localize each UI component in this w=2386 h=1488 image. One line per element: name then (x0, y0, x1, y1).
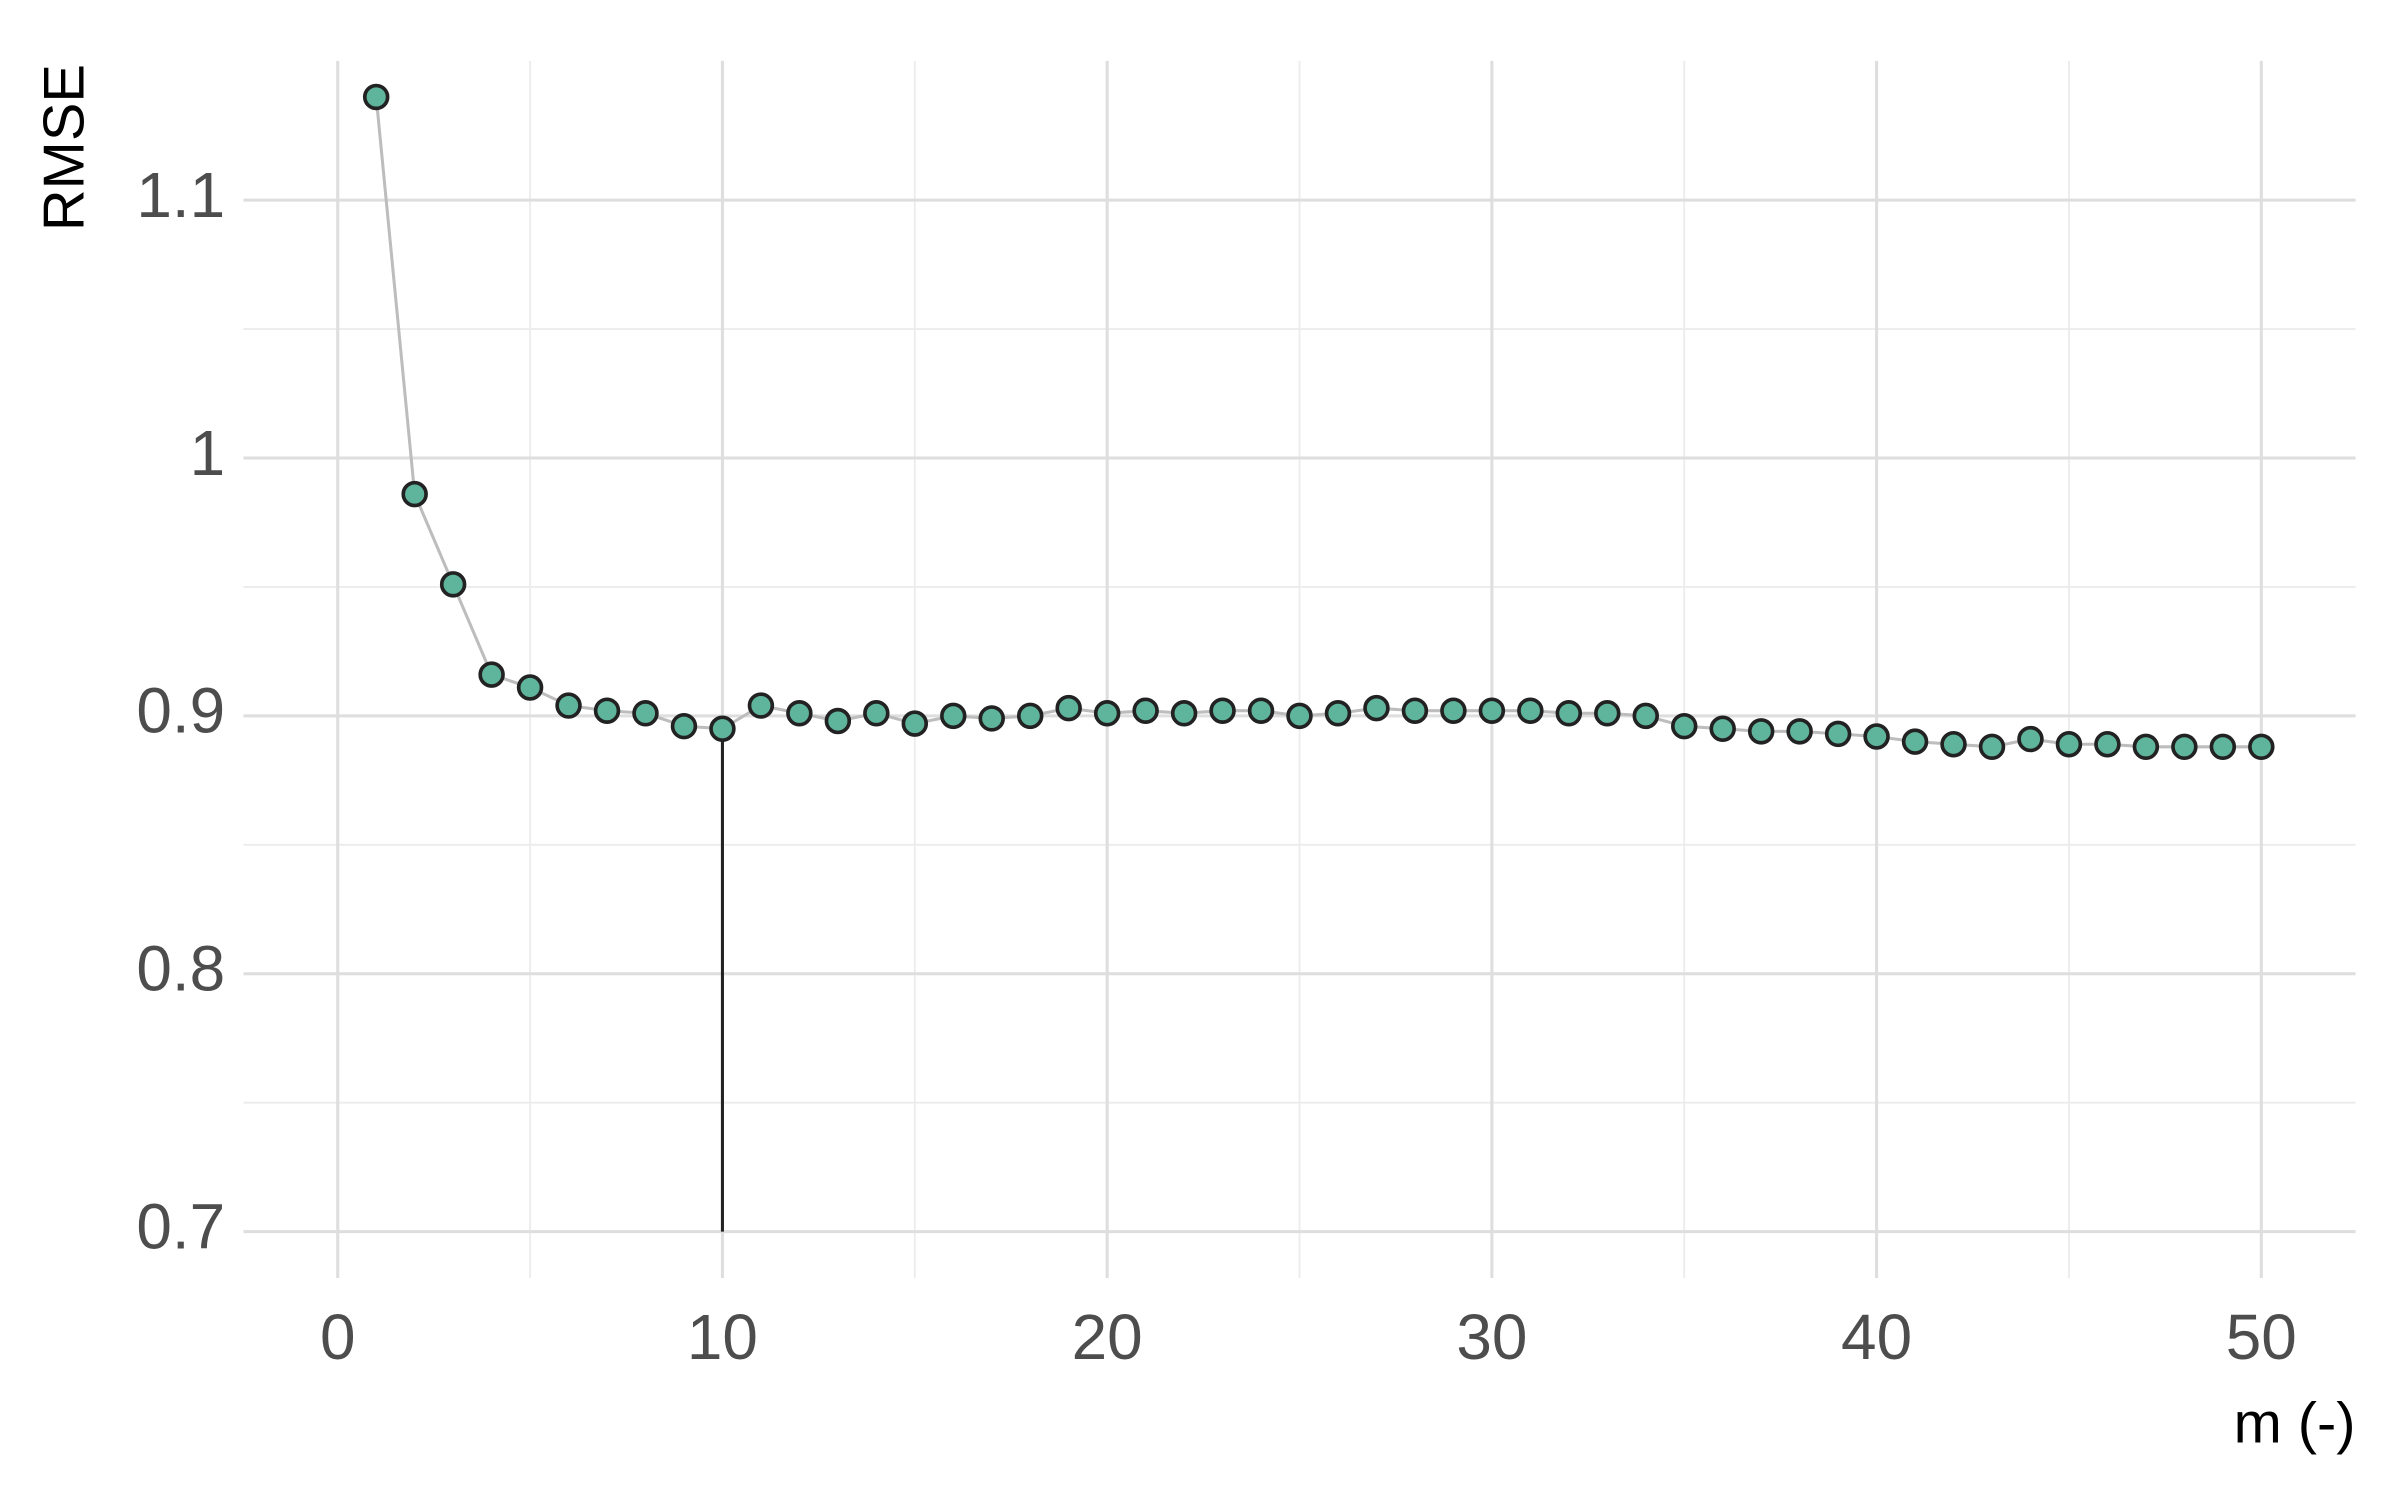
point (439, 571, 467, 598)
point (1478, 697, 1506, 724)
point (1940, 730, 1967, 758)
x-tick-label: 50 (2226, 1301, 2297, 1373)
point (1286, 702, 1313, 730)
point (1670, 712, 1698, 740)
y-tick-label: 0.7 (136, 1190, 225, 1262)
x-axis-title: m (-) (2234, 1391, 2356, 1455)
point (940, 702, 967, 730)
point (709, 715, 736, 742)
point (1324, 700, 1352, 727)
x-tick-label: 40 (1841, 1301, 1912, 1373)
point (1747, 718, 1775, 745)
point (863, 700, 890, 727)
point (1209, 697, 1236, 724)
point (978, 705, 1005, 732)
point (1517, 697, 1544, 724)
point (1555, 700, 1583, 727)
x-tick-label: 0 (320, 1301, 356, 1373)
point (2017, 725, 2044, 753)
point (1363, 694, 1390, 722)
point (1786, 718, 1813, 745)
x-tick-label: 30 (1456, 1301, 1527, 1373)
point (1401, 697, 1429, 724)
point (2171, 733, 2198, 761)
point (362, 83, 390, 111)
point (2094, 730, 2121, 758)
point (1594, 700, 1621, 727)
point (1632, 702, 1660, 730)
point (786, 700, 813, 727)
point (1824, 720, 1852, 748)
point (2055, 730, 2083, 758)
y-tick-label: 1.1 (136, 159, 225, 231)
point (478, 661, 505, 688)
point (1093, 700, 1121, 727)
point (2132, 733, 2160, 761)
y-tick-label: 1 (190, 417, 226, 489)
point (1978, 733, 2006, 761)
point (2209, 733, 2237, 761)
point (516, 674, 544, 701)
point (632, 700, 659, 727)
y-axis-title: RMSE (33, 64, 97, 231)
point (901, 710, 929, 737)
point (1247, 697, 1275, 724)
x-tick-label: 10 (687, 1301, 758, 1373)
point (1863, 723, 1890, 750)
point (555, 692, 582, 719)
point (1055, 694, 1082, 722)
point (1016, 702, 1044, 730)
point (401, 480, 428, 508)
x-tick-label: 20 (1072, 1301, 1143, 1373)
point (593, 697, 621, 724)
point (1132, 697, 1159, 724)
point (1440, 697, 1467, 724)
point (747, 692, 775, 719)
point (1709, 715, 1736, 742)
connecting-line (374, 96, 2262, 749)
point (2248, 733, 2275, 761)
point (1901, 728, 1929, 755)
y-tick-label: 0.8 (136, 933, 225, 1005)
point (670, 712, 698, 740)
y-tick-label: 0.9 (136, 675, 225, 747)
point (1170, 700, 1198, 727)
point (824, 707, 852, 735)
